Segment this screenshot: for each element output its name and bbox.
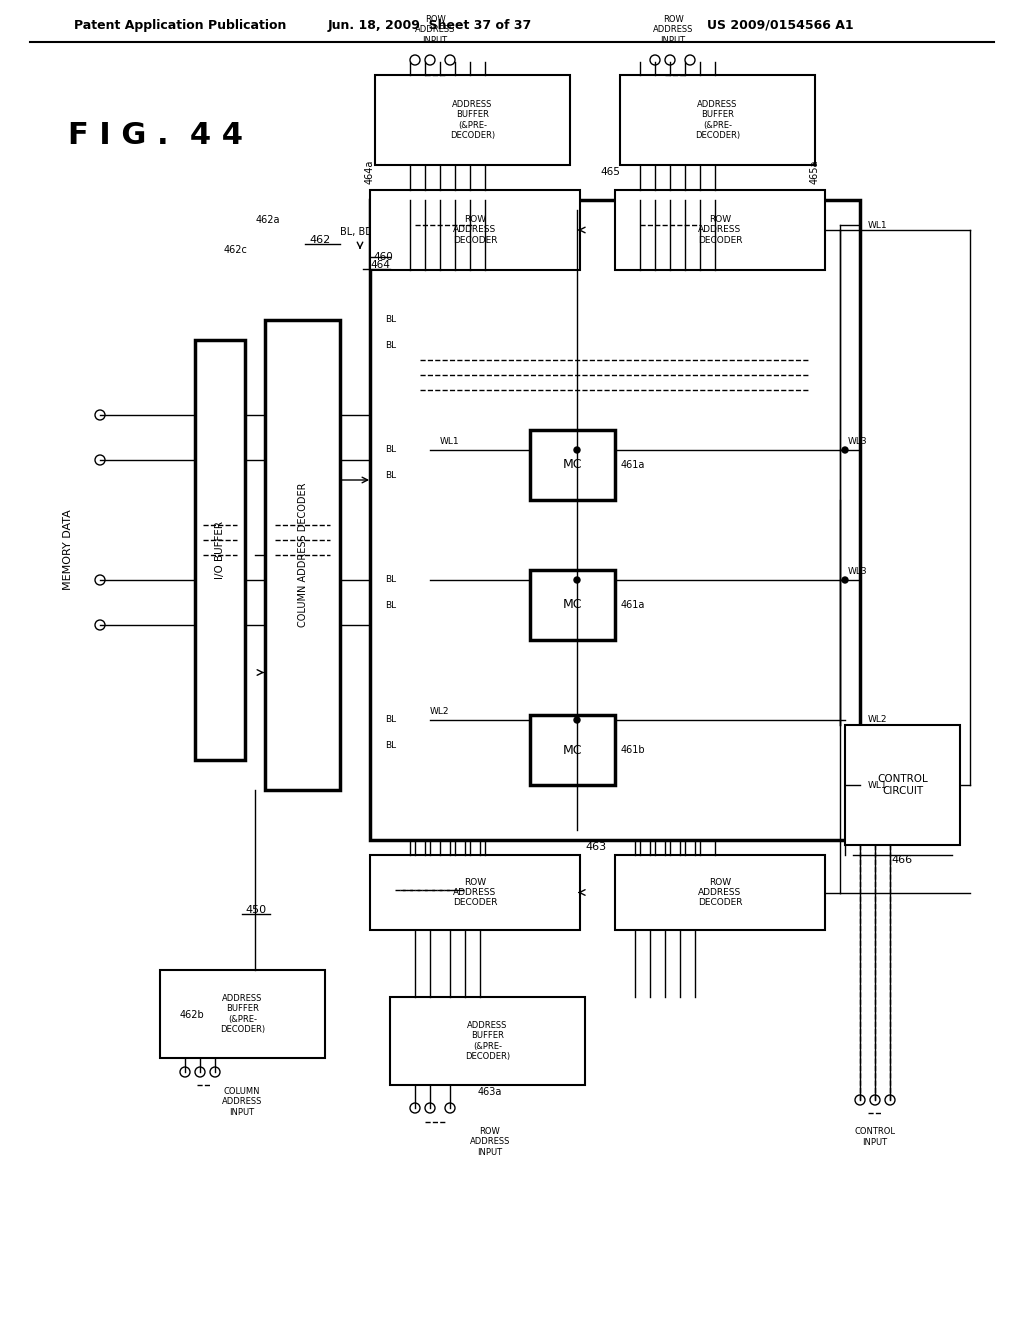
Bar [615,190,825,271]
Text: BL: BL [385,315,396,325]
Bar [620,75,815,165]
Text: BL: BL [385,446,396,454]
Text: WL3: WL3 [848,437,867,446]
Text: F I G .  4 4: F I G . 4 4 [68,120,243,149]
Text: WL2: WL2 [430,708,450,717]
Text: WL1: WL1 [868,780,888,789]
Bar [530,570,615,640]
Text: 462a: 462a [256,215,280,224]
Bar [195,341,245,760]
Text: ROW
ADDRESS
DECODER: ROW ADDRESS DECODER [697,878,742,907]
Text: WL2: WL2 [868,715,888,725]
Bar [370,855,580,931]
Bar [845,725,961,845]
Text: BL: BL [385,576,396,585]
Bar [530,430,615,500]
Circle shape [574,447,580,453]
Bar [530,715,615,785]
Text: BL, BL̅: BL, BL̅ [340,227,371,238]
Text: 464a: 464a [365,160,375,185]
Bar [160,970,325,1059]
Text: BL: BL [385,741,396,750]
Text: I/O BUFFER: I/O BUFFER [215,521,225,579]
Circle shape [574,717,580,723]
Text: ROW
ADDRESS
INPUT: ROW ADDRESS INPUT [470,1127,510,1156]
Text: CONTROL
CIRCUIT: CONTROL CIRCUIT [878,775,928,796]
Text: BL: BL [385,470,396,479]
Text: ROW
ADDRESS
INPUT: ROW ADDRESS INPUT [653,15,693,45]
Text: 461a: 461a [621,459,645,470]
Circle shape [842,577,848,583]
Text: WL1: WL1 [440,437,460,446]
Text: 463a: 463a [478,1086,502,1097]
Text: BL: BL [385,341,396,350]
Text: COLUMN
ADDRESS
INPUT: COLUMN ADDRESS INPUT [222,1088,262,1117]
Bar [375,75,570,165]
Text: CONTROL
INPUT: CONTROL INPUT [854,1127,896,1147]
Text: 461b: 461b [621,744,645,755]
Text: Jun. 18, 2009  Sheet 37 of 37: Jun. 18, 2009 Sheet 37 of 37 [328,18,532,32]
Text: 465a: 465a [810,160,820,185]
Text: 466: 466 [892,855,913,865]
Text: 461a: 461a [621,601,645,610]
Text: 463: 463 [586,842,607,851]
Circle shape [842,447,848,453]
Text: BL: BL [385,601,396,610]
Text: ROW
ADDRESS
INPUT: ROW ADDRESS INPUT [415,15,456,45]
Bar [390,997,585,1085]
Bar [370,190,580,271]
Text: 465: 465 [600,168,620,177]
Bar [265,319,340,789]
Circle shape [574,577,580,583]
Text: MC: MC [563,458,583,471]
Text: US 2009/0154566 A1: US 2009/0154566 A1 [707,18,853,32]
Bar [370,201,860,840]
Text: Patent Application Publication: Patent Application Publication [74,18,286,32]
Text: COLUMN ADDRESS DECODER: COLUMN ADDRESS DECODER [298,483,307,627]
Text: MEMORY DATA: MEMORY DATA [63,510,73,590]
Text: 462: 462 [309,235,331,246]
Text: WL1: WL1 [868,220,888,230]
Text: WL3: WL3 [848,568,867,577]
Text: ADDRESS
BUFFER
(&PRE-
DECODER): ADDRESS BUFFER (&PRE- DECODER) [695,100,740,140]
Text: MC: MC [563,743,583,756]
Text: BL: BL [385,715,396,725]
Text: 462b: 462b [179,1010,205,1020]
Text: 460: 460 [373,252,393,261]
Text: ROW
ADDRESS
DECODER: ROW ADDRESS DECODER [697,215,742,246]
Text: ADDRESS
BUFFER
(&PRE-
DECODER): ADDRESS BUFFER (&PRE- DECODER) [465,1020,510,1061]
Text: MC: MC [563,598,583,611]
Text: 464: 464 [370,260,390,271]
Text: ROW
ADDRESS
DECODER: ROW ADDRESS DECODER [453,215,498,246]
Text: ADDRESS
BUFFER
(&PRE-
DECODER): ADDRESS BUFFER (&PRE- DECODER) [450,100,495,140]
Text: ADDRESS
BUFFER
(&PRE-
DECODER): ADDRESS BUFFER (&PRE- DECODER) [220,994,265,1034]
Text: ROW
ADDRESS
DECODER: ROW ADDRESS DECODER [453,878,498,907]
Bar [615,855,825,931]
Text: 450: 450 [245,906,266,915]
Text: 462c: 462c [223,246,247,255]
